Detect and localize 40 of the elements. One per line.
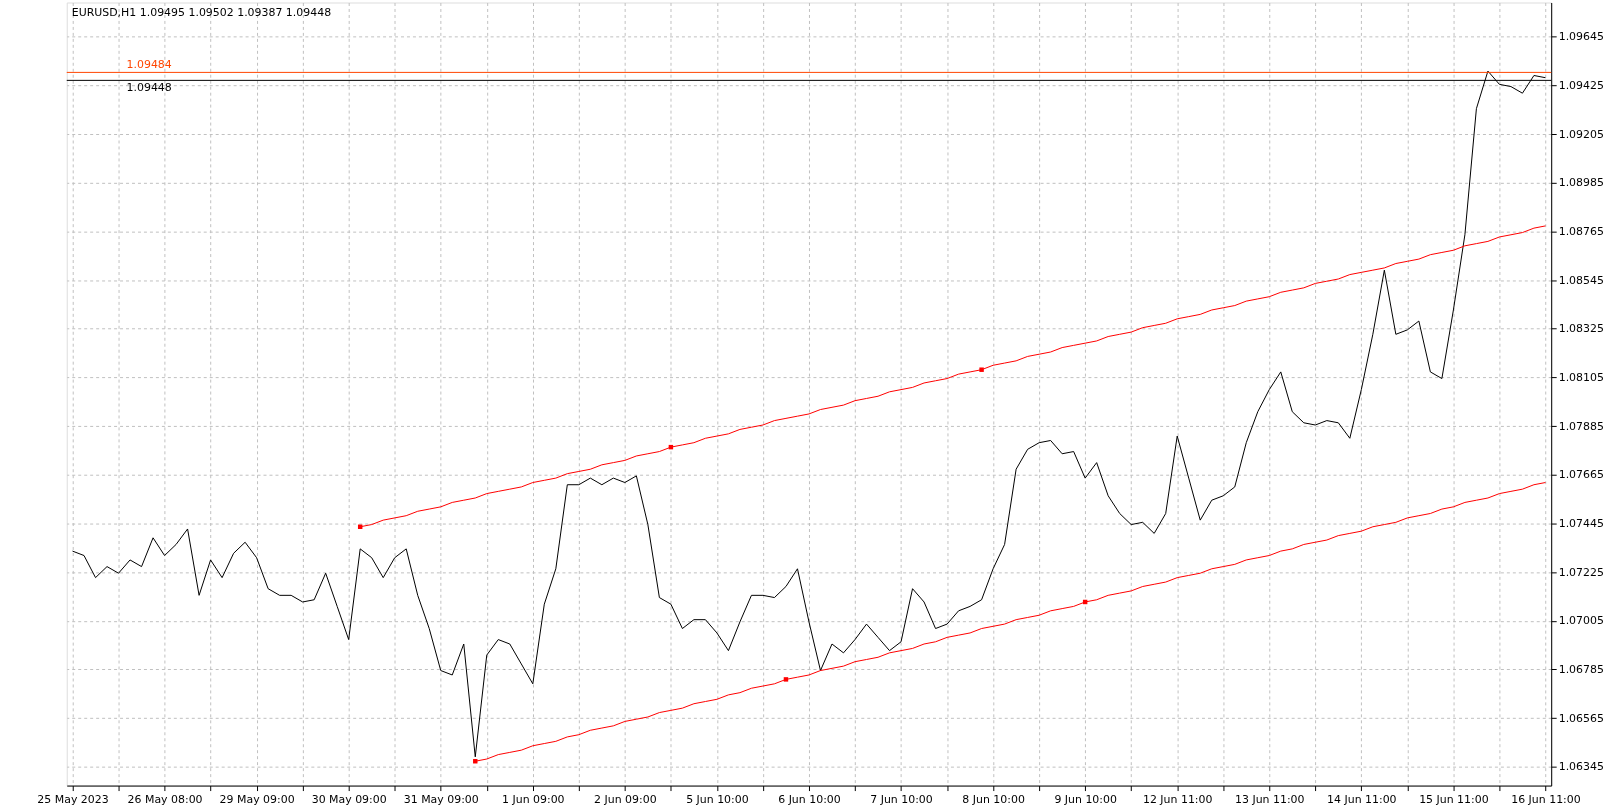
x-tick-label: 29 May 09:00 <box>219 793 295 807</box>
y-tick-label: 1.06345 <box>1558 760 1604 774</box>
x-tick-label: 1 Jun 09:00 <box>502 793 565 807</box>
x-tick-label: 8 Jun 10:00 <box>962 793 1025 807</box>
y-tick-label: 1.09205 <box>1558 127 1604 141</box>
x-tick-label: 9 Jun 10:00 <box>1054 793 1117 807</box>
y-tick-label: 1.07445 <box>1558 516 1604 530</box>
x-tick-label: 12 Jun 11:00 <box>1142 793 1213 807</box>
y-tick-label: 1.08545 <box>1558 273 1604 287</box>
x-tick-label: 5 Jun 10:00 <box>686 793 749 807</box>
point <box>783 677 789 682</box>
y-tick-label: 1.07005 <box>1558 614 1604 628</box>
y-tick-label: 1.09425 <box>1558 78 1604 92</box>
x-tick-label: 7 Jun 10:00 <box>870 793 933 807</box>
y-tick-label: 1.08105 <box>1558 370 1604 384</box>
x-tick-label: 6 Jun 10:00 <box>778 793 841 807</box>
y-tick-label: 1.08765 <box>1558 224 1604 238</box>
ref-line-label: 1.09448 <box>126 81 172 95</box>
chart-title: EURUSD,H1 1.09495 1.09502 1.09387 1.09448 <box>71 6 332 20</box>
x-tick-label: 16 Jun 11:00 <box>1511 793 1581 807</box>
x-tick-label: 26 May 08:00 <box>127 793 203 807</box>
y-tick-label: 1.09645 <box>1558 30 1604 44</box>
y-tick-label: 1.06785 <box>1558 662 1604 676</box>
y-tick-label: 1.07665 <box>1558 468 1604 482</box>
y-tick-label: 1.07885 <box>1558 419 1604 433</box>
y-tick-label: 1.08325 <box>1558 322 1604 336</box>
y-tick-label: 1.06565 <box>1558 711 1604 725</box>
x-tick-label: 31 May 09:00 <box>403 793 479 807</box>
line-series <box>359 225 1546 528</box>
x-tick-label: 25 May 2023 <box>37 793 109 807</box>
y-tick-label: 1.07225 <box>1558 565 1604 579</box>
y-tick-label: 1.08985 <box>1558 176 1604 190</box>
x-tick-label: 15 Jun 11:00 <box>1419 793 1489 807</box>
ref-line-label: 1.09484 <box>126 58 172 72</box>
x-tick-label: 13 Jun 11:00 <box>1235 793 1305 807</box>
line-series <box>474 482 1546 762</box>
x-tick-label: 30 May 09:00 <box>311 793 387 807</box>
point <box>979 367 984 372</box>
x-tick-label: 2 Jun 09:00 <box>594 793 657 807</box>
x-tick-label: 14 Jun 11:00 <box>1327 793 1397 807</box>
